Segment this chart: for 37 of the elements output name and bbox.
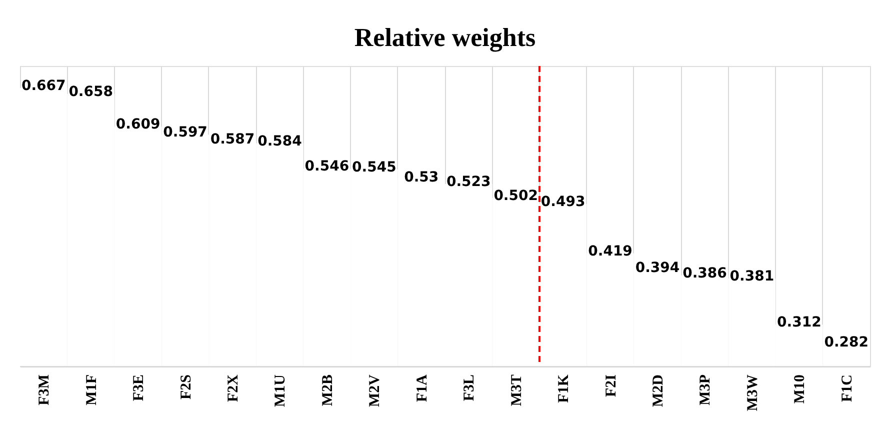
data-label: 0.502 (494, 188, 538, 204)
data-label: 0.545 (352, 159, 396, 176)
data-label: 0.419 (588, 243, 632, 260)
x-tick-label: F2X (226, 374, 242, 402)
data-label: 0.386 (682, 265, 727, 282)
x-tick-label: F3E (131, 374, 148, 402)
data-label: 0.53 (404, 169, 439, 186)
x-tick-label: M2V (367, 374, 384, 407)
data-label: 0.493 (540, 194, 586, 210)
x-tick-label: F2S (178, 374, 194, 400)
x-tick-label: M1U (272, 374, 289, 407)
data-label: 0.312 (777, 314, 822, 331)
x-tick-label: M10 (792, 374, 808, 404)
data-label: 0.282 (824, 334, 869, 351)
data-label: 0.597 (163, 124, 208, 141)
x-tick-label: M2B (320, 374, 336, 406)
data-label: 0.587 (210, 131, 255, 148)
data-label: 0.667 (21, 78, 66, 94)
data-label: 0.658 (68, 84, 113, 100)
x-tick-label: M3P (698, 374, 714, 406)
x-tick-label: M3T (508, 374, 525, 406)
data-label: 0.523 (446, 174, 491, 190)
data-label: 0.584 (258, 133, 302, 150)
data-label: 0.381 (730, 268, 774, 285)
x-tick-label: F1C (839, 374, 856, 402)
x-tick-label: F3M (36, 374, 53, 406)
data-label: 0.546 (304, 158, 350, 175)
x-tick-label: M2D (650, 374, 666, 407)
x-tick-label: M1F (84, 374, 100, 406)
x-tick-label: F1K (556, 374, 572, 403)
x-tick-label: F2I (603, 374, 620, 397)
chart-title: Relative weights (354, 23, 536, 52)
x-tick-label: F1A (414, 374, 430, 402)
data-label: 0.394 (635, 260, 680, 276)
x-tick-label: M3W (744, 374, 761, 412)
x-tick-label: F3L (462, 374, 478, 402)
data-label: 0.609 (116, 116, 160, 133)
